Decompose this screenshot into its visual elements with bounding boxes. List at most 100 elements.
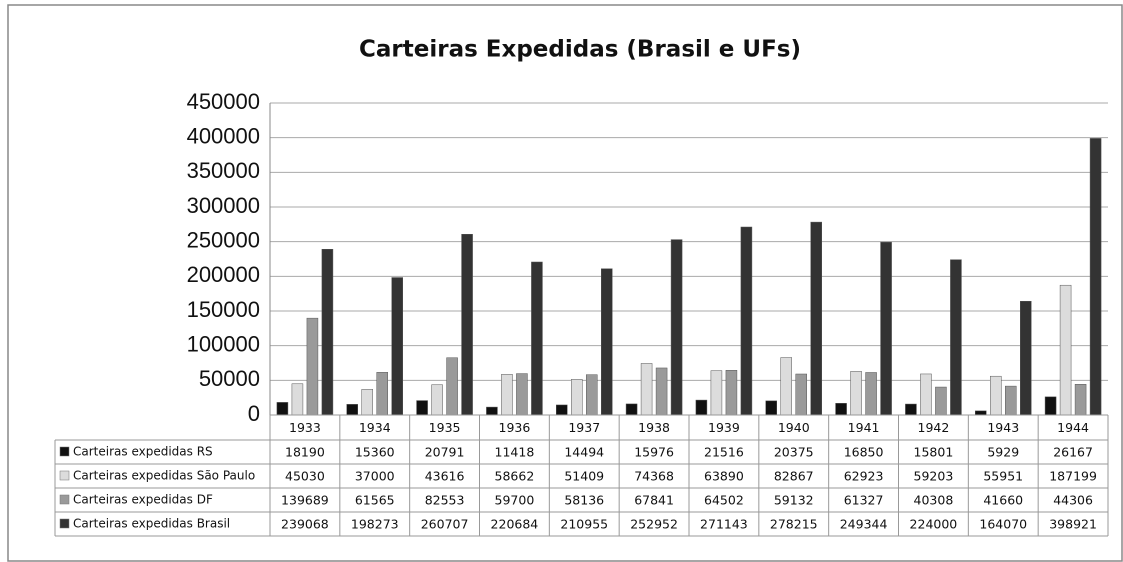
bar xyxy=(501,374,513,416)
bar xyxy=(556,404,568,416)
table-cell: 44306 xyxy=(1053,493,1093,508)
x-tick-label: 1940 xyxy=(778,420,810,435)
y-tick-label: 200000 xyxy=(187,262,260,287)
bar xyxy=(586,374,598,416)
bar xyxy=(1059,284,1072,416)
bar xyxy=(276,402,289,416)
table-cell: 41660 xyxy=(983,493,1023,508)
table-cell: 260707 xyxy=(421,517,469,532)
bar xyxy=(346,404,358,416)
table-cell: 14494 xyxy=(564,445,604,460)
table-cell: 18190 xyxy=(285,445,325,460)
y-tick-label: 300000 xyxy=(187,193,260,218)
y-tick-label: 250000 xyxy=(187,227,260,252)
legend-label: Carteiras expedidas DF xyxy=(73,493,213,507)
bar xyxy=(321,248,334,416)
bar xyxy=(1005,385,1017,416)
x-tick-label: 1938 xyxy=(638,420,670,435)
bar xyxy=(461,233,473,416)
bar xyxy=(920,373,932,416)
table-cell: 5929 xyxy=(987,445,1019,460)
bar xyxy=(795,373,807,416)
table-cell: 198273 xyxy=(351,517,399,532)
x-tick-label: 1937 xyxy=(568,420,600,435)
table-cell: 59700 xyxy=(495,493,535,508)
bar xyxy=(935,386,947,416)
table-cell: 82553 xyxy=(425,493,465,508)
table-cell: 55951 xyxy=(983,469,1023,484)
table-cell: 15976 xyxy=(634,445,674,460)
bar xyxy=(531,261,543,416)
bar xyxy=(990,375,1002,416)
bar xyxy=(905,403,917,416)
legend-label: Carteiras expedidas RS xyxy=(73,445,213,459)
x-tick-label: 1934 xyxy=(359,420,391,435)
table-cell: 15360 xyxy=(355,445,395,460)
bar xyxy=(765,400,777,416)
table-cell: 187199 xyxy=(1049,469,1097,484)
y-tick-label: 150000 xyxy=(187,297,260,322)
bar xyxy=(625,403,638,416)
legend-key xyxy=(59,470,70,481)
bar xyxy=(571,379,583,416)
table-cell: 16850 xyxy=(844,445,884,460)
bar xyxy=(725,370,738,416)
table-cell: 278215 xyxy=(770,517,818,532)
table-cell: 45030 xyxy=(285,469,325,484)
x-tick-label: 1942 xyxy=(918,420,950,435)
legend-label: Carteiras expedidas São Paulo xyxy=(73,469,255,483)
table-cell: 43616 xyxy=(425,469,465,484)
frame xyxy=(7,4,1123,562)
bar xyxy=(306,317,319,416)
table-cell: 271143 xyxy=(700,517,748,532)
legend-label: Carteiras expedidas Brasil xyxy=(73,517,230,531)
bar xyxy=(291,383,304,416)
y-tick-label: 450000 xyxy=(187,89,260,114)
chart-title: Carteiras Expedidas (Brasil e UFs) xyxy=(359,37,801,63)
table-cell: 21516 xyxy=(704,445,744,460)
table-cell: 62923 xyxy=(844,469,884,484)
bar xyxy=(376,372,388,416)
bar xyxy=(1089,138,1102,416)
table-cell: 252952 xyxy=(630,517,678,532)
y-tick-label: 400000 xyxy=(187,123,260,148)
x-tick-label: 1943 xyxy=(987,420,1019,435)
table-cell: 164070 xyxy=(979,517,1027,532)
bar xyxy=(850,371,862,416)
table-cell: 74368 xyxy=(634,469,674,484)
table-cell: 239068 xyxy=(281,517,329,532)
table-cell: 15801 xyxy=(914,445,954,460)
legend-key xyxy=(59,518,70,529)
x-tick-label: 1944 xyxy=(1057,420,1089,435)
table-cell: 58136 xyxy=(564,493,604,508)
bar xyxy=(391,277,403,416)
table-cell: 139689 xyxy=(281,493,329,508)
bar xyxy=(431,384,443,416)
y-tick-label: 50000 xyxy=(199,366,260,391)
table-cell: 59203 xyxy=(914,469,954,484)
table-cell: 249344 xyxy=(840,517,888,532)
bar xyxy=(446,357,458,416)
y-tick-label: 100000 xyxy=(187,331,260,356)
bar xyxy=(865,372,877,416)
table-cell: 64502 xyxy=(704,493,744,508)
table-cell: 26167 xyxy=(1053,445,1093,460)
bar xyxy=(516,373,528,416)
table-cell: 220684 xyxy=(491,517,539,532)
x-tick-label: 1941 xyxy=(848,420,880,435)
table-cell: 61565 xyxy=(355,493,395,508)
x-tick-label: 1939 xyxy=(708,420,740,435)
table-cell: 20375 xyxy=(774,445,814,460)
bar xyxy=(655,367,668,416)
bar xyxy=(486,406,498,416)
table-cell: 59132 xyxy=(774,493,814,508)
bar xyxy=(1074,384,1087,416)
bar xyxy=(416,400,428,416)
table-cell: 82867 xyxy=(774,469,814,484)
bar xyxy=(1020,300,1032,416)
bar xyxy=(361,389,373,416)
table-cell: 61327 xyxy=(844,493,884,508)
bar xyxy=(710,370,723,416)
x-tick-label: 1933 xyxy=(289,420,321,435)
